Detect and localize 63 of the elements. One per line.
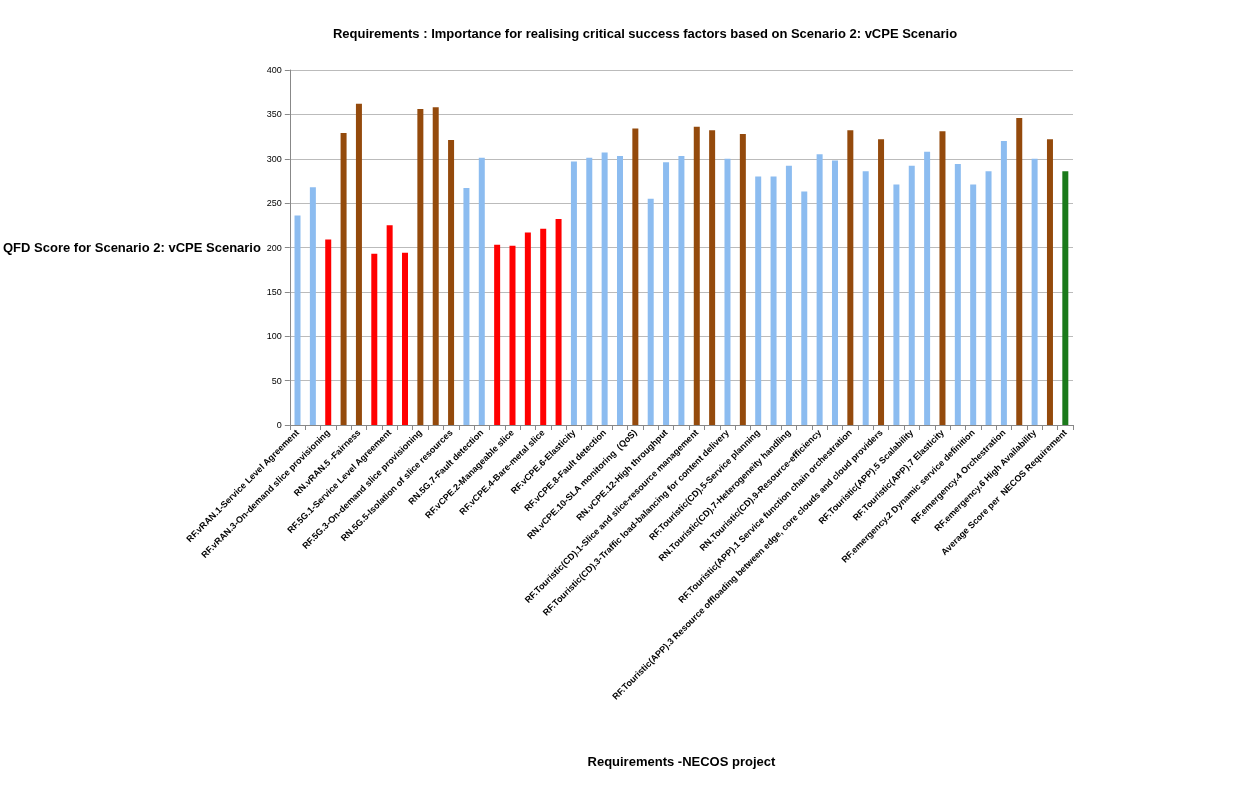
bar (555, 219, 562, 425)
bar (924, 151, 931, 425)
bar (632, 128, 639, 425)
y-tick-label: 350 (266, 109, 282, 120)
chart-title: Requirements : Importance for realising critical success factors based on Scenario 2: vCPE Scenario (332, 26, 958, 41)
y-tick-label: 200 (266, 242, 282, 253)
bar (847, 130, 854, 425)
bar (386, 225, 393, 425)
bar (939, 131, 946, 425)
bar (417, 109, 424, 425)
y-tick-label: 400 (266, 65, 282, 75)
bar (709, 130, 716, 425)
bar (663, 162, 670, 425)
bar (1000, 141, 1007, 425)
bar (448, 140, 455, 425)
bar (340, 133, 347, 425)
bar (1016, 117, 1023, 425)
bar (724, 158, 731, 425)
bar (463, 188, 470, 425)
x-axis-title: Requirements -NECOS project (587, 754, 776, 769)
y-tick-label: 250 (266, 198, 282, 209)
bar (540, 228, 547, 425)
bar (954, 164, 961, 425)
bar (294, 215, 301, 425)
bar (586, 157, 593, 425)
bar (478, 157, 485, 425)
bar (570, 161, 577, 425)
bar (371, 253, 378, 425)
bar (755, 176, 762, 425)
bar (970, 184, 977, 425)
bar (402, 252, 409, 425)
bar (494, 244, 501, 425)
bar (785, 165, 792, 425)
bar (601, 152, 608, 425)
bar (1062, 171, 1069, 425)
bar (678, 156, 685, 425)
bar (739, 133, 746, 425)
bar (693, 126, 700, 425)
bar (647, 198, 654, 425)
bar (801, 191, 808, 425)
bar (524, 232, 531, 425)
bar (355, 103, 362, 425)
bar (985, 171, 992, 425)
bar (908, 165, 915, 425)
bar (509, 245, 516, 425)
bar (862, 171, 869, 425)
bar (616, 156, 623, 425)
bar (432, 107, 439, 425)
y-tick-label: 300 (266, 153, 282, 164)
y-tick-label: 0 (276, 420, 282, 430)
bar (1031, 158, 1038, 425)
y-tick-label: 150 (266, 286, 282, 297)
bar (878, 139, 885, 425)
bar (831, 160, 838, 425)
bar (325, 239, 332, 425)
y-tick-label: 50 (271, 375, 282, 386)
bar (893, 184, 900, 425)
y-axis-title: QFD Score for Scenario 2: vCPE Scenario (3, 240, 261, 255)
bar (309, 187, 316, 425)
bar (1046, 139, 1053, 425)
bar (770, 176, 777, 425)
y-tick-label: 100 (266, 331, 282, 342)
bar (816, 154, 823, 425)
